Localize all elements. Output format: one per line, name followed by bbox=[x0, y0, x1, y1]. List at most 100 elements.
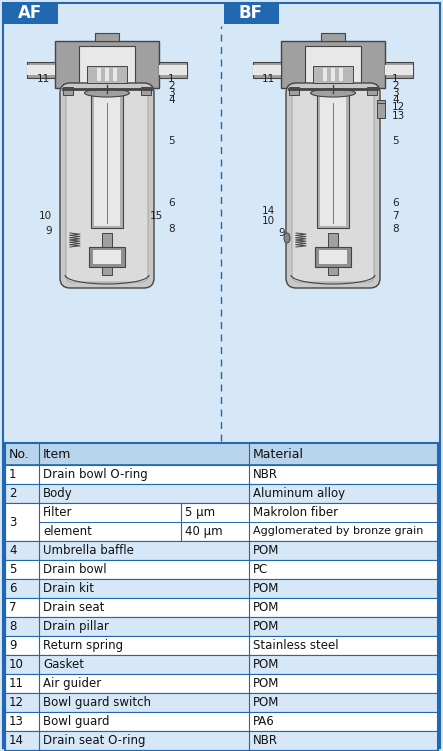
Bar bbox=[97, 68, 101, 81]
Bar bbox=[93, 250, 121, 264]
Text: element: element bbox=[43, 525, 92, 538]
Text: 14: 14 bbox=[262, 206, 275, 216]
Text: 10: 10 bbox=[39, 211, 52, 221]
Bar bbox=[5, 655, 438, 674]
Text: 7: 7 bbox=[392, 211, 399, 221]
Bar bbox=[281, 41, 385, 88]
Text: 2: 2 bbox=[9, 487, 16, 500]
Bar bbox=[63, 87, 73, 95]
Ellipse shape bbox=[284, 233, 290, 243]
Text: Agglomerated by bronze grain: Agglomerated by bronze grain bbox=[253, 526, 424, 536]
Bar bbox=[91, 93, 123, 228]
Text: 13: 13 bbox=[9, 715, 24, 728]
Bar bbox=[5, 541, 438, 560]
Bar bbox=[253, 62, 281, 78]
Bar bbox=[5, 443, 438, 465]
Bar bbox=[385, 62, 413, 78]
Text: Bowl guard switch: Bowl guard switch bbox=[43, 696, 151, 709]
Text: Makrolon fiber: Makrolon fiber bbox=[253, 506, 338, 519]
Bar bbox=[102, 233, 112, 275]
Text: PA6: PA6 bbox=[253, 715, 275, 728]
Text: 9: 9 bbox=[278, 228, 284, 238]
Text: 9: 9 bbox=[9, 639, 16, 652]
Text: POM: POM bbox=[253, 677, 280, 690]
Ellipse shape bbox=[311, 89, 355, 97]
FancyBboxPatch shape bbox=[292, 89, 374, 282]
Text: BF: BF bbox=[239, 5, 263, 23]
Text: 4: 4 bbox=[168, 95, 175, 105]
Text: 5: 5 bbox=[168, 136, 175, 146]
Bar bbox=[159, 65, 187, 75]
Text: POM: POM bbox=[253, 620, 280, 633]
Bar bbox=[253, 65, 281, 75]
Bar bbox=[79, 46, 135, 83]
Text: Return spring: Return spring bbox=[43, 639, 123, 652]
Bar bbox=[5, 636, 438, 655]
FancyBboxPatch shape bbox=[60, 83, 154, 288]
Bar bbox=[305, 46, 361, 83]
Text: 8: 8 bbox=[392, 224, 399, 234]
Text: Body: Body bbox=[43, 487, 73, 500]
Text: 5: 5 bbox=[392, 136, 399, 146]
Bar bbox=[224, 3, 279, 24]
Bar bbox=[323, 68, 327, 81]
Bar bbox=[328, 233, 338, 275]
Text: POM: POM bbox=[253, 601, 280, 614]
Ellipse shape bbox=[85, 89, 129, 97]
Text: 6: 6 bbox=[392, 198, 399, 208]
Bar bbox=[5, 712, 438, 731]
Text: POM: POM bbox=[253, 696, 280, 709]
Bar bbox=[319, 250, 347, 264]
Bar bbox=[5, 579, 438, 598]
Bar bbox=[5, 598, 438, 617]
Text: 10: 10 bbox=[9, 658, 24, 671]
Bar bbox=[89, 247, 125, 267]
Bar bbox=[320, 95, 346, 226]
Text: No.: No. bbox=[9, 448, 30, 460]
Text: Drain pillar: Drain pillar bbox=[43, 620, 109, 633]
Text: Air guider: Air guider bbox=[43, 677, 101, 690]
Text: NBR: NBR bbox=[253, 468, 278, 481]
Text: 6: 6 bbox=[168, 198, 175, 208]
Text: Drain seat: Drain seat bbox=[43, 601, 105, 614]
Bar bbox=[5, 484, 438, 503]
Text: Drain kit: Drain kit bbox=[43, 582, 94, 595]
Text: Drain bowl O-ring: Drain bowl O-ring bbox=[43, 468, 148, 481]
Text: 2: 2 bbox=[168, 81, 175, 91]
Text: 2: 2 bbox=[392, 81, 399, 91]
Text: Drain bowl: Drain bowl bbox=[43, 563, 107, 576]
FancyBboxPatch shape bbox=[286, 83, 380, 288]
Bar bbox=[321, 33, 345, 41]
Bar bbox=[5, 731, 438, 750]
Text: 11: 11 bbox=[9, 677, 24, 690]
Bar bbox=[5, 750, 438, 751]
Bar bbox=[5, 465, 438, 484]
Text: 11: 11 bbox=[262, 74, 275, 84]
Bar bbox=[87, 66, 127, 83]
Text: Aluminum alloy: Aluminum alloy bbox=[253, 487, 345, 500]
Bar bbox=[113, 68, 117, 81]
Bar bbox=[3, 3, 58, 24]
Text: 40 μm: 40 μm bbox=[185, 525, 223, 538]
Text: Bowl guard: Bowl guard bbox=[43, 715, 109, 728]
Bar bbox=[55, 41, 159, 88]
Bar bbox=[377, 100, 385, 118]
Text: 8: 8 bbox=[9, 620, 16, 633]
Text: 3: 3 bbox=[392, 88, 399, 98]
Bar bbox=[317, 93, 349, 228]
Text: 11: 11 bbox=[37, 74, 50, 84]
Text: 12: 12 bbox=[392, 102, 405, 112]
Text: AF: AF bbox=[18, 5, 42, 23]
Bar bbox=[95, 33, 119, 41]
FancyBboxPatch shape bbox=[66, 89, 148, 282]
Text: POM: POM bbox=[253, 582, 280, 595]
Bar bbox=[5, 560, 438, 579]
Text: Drain seat O-ring: Drain seat O-ring bbox=[43, 734, 145, 747]
Text: 3: 3 bbox=[9, 515, 16, 529]
Text: Gasket: Gasket bbox=[43, 658, 84, 671]
Text: 1: 1 bbox=[392, 74, 399, 84]
Bar bbox=[105, 68, 109, 81]
Bar bbox=[331, 68, 335, 81]
Text: 7: 7 bbox=[9, 601, 16, 614]
Text: 15: 15 bbox=[150, 211, 163, 221]
